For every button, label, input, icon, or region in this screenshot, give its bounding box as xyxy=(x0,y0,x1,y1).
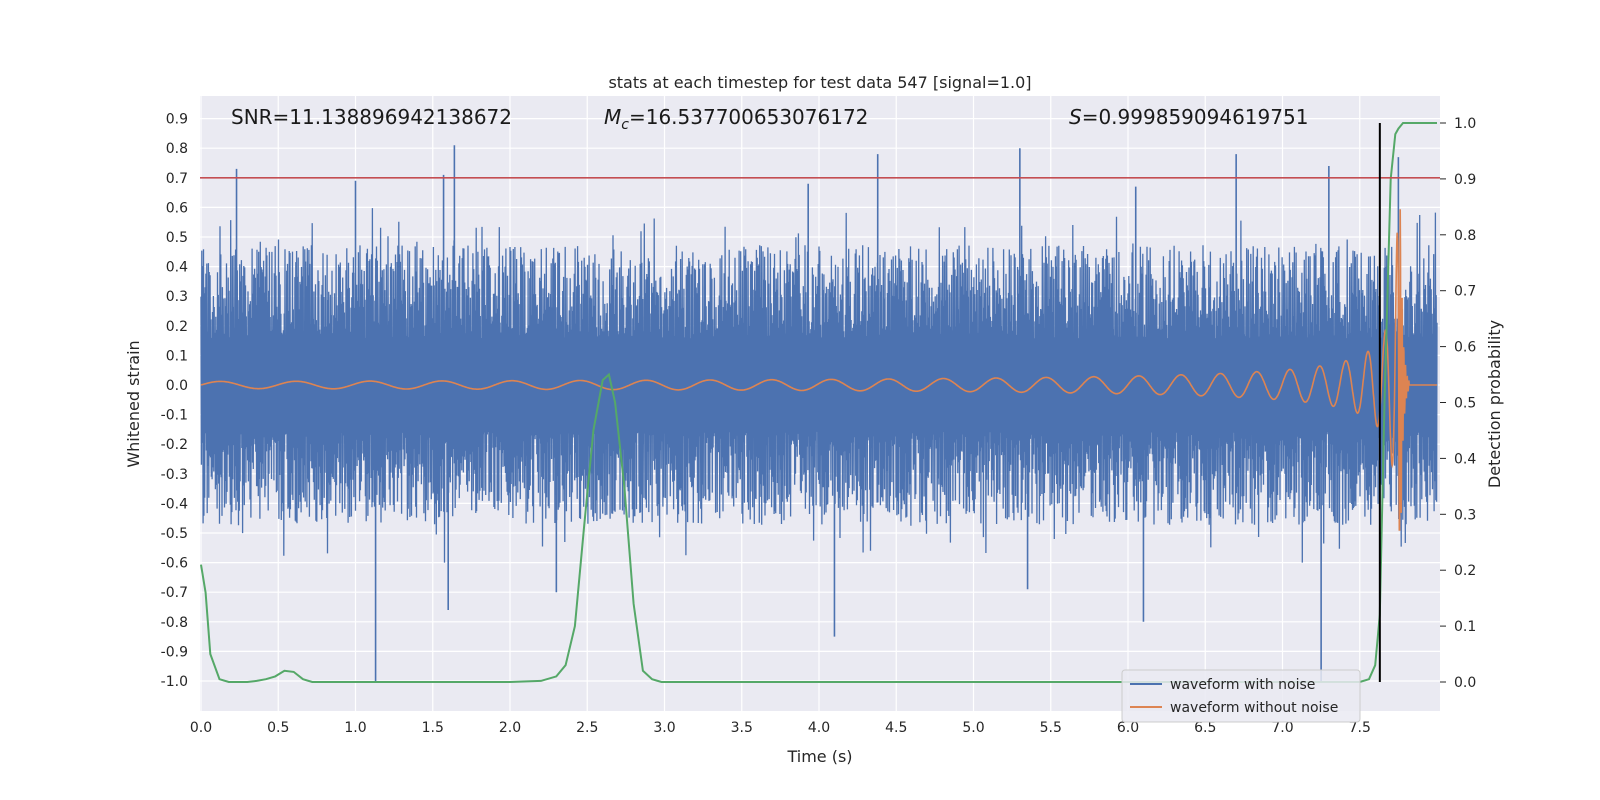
y-tick-label: -0.9 xyxy=(161,644,188,660)
y-tick-label: -0.5 xyxy=(161,526,188,542)
legend-box xyxy=(1121,669,1361,723)
x-tick-label: 1.0 xyxy=(344,720,366,736)
y-tick-label: 0.6 xyxy=(166,200,188,216)
y2-tick-label: 0.0 xyxy=(1454,675,1476,691)
y-tick-label: 0.0 xyxy=(166,378,188,394)
x-tick-label: 5.5 xyxy=(1040,720,1062,736)
y2-tick-label: 0.2 xyxy=(1454,563,1476,579)
y-tick-label: -0.8 xyxy=(161,615,188,631)
y2-tick-label: 0.6 xyxy=(1454,340,1476,356)
y-tick-label: -0.7 xyxy=(161,585,188,601)
x-tick-label: 2.5 xyxy=(576,720,598,736)
y2-tick-label: 0.5 xyxy=(1454,396,1476,412)
y-tick-label: -0.3 xyxy=(161,467,188,483)
y-tick-label: 0.9 xyxy=(166,112,188,128)
y-axis-ticks: 0.9 0.8 0.7 0.6 0.5 0.4 0.3 0.2 0.1 0.0 -0.1 -0.2 -0… xyxy=(161,112,188,690)
y-tick-label: 0.8 xyxy=(166,141,188,157)
x-tick-label: 0.0 xyxy=(190,720,212,736)
y2-axis-label: Detection probability xyxy=(1485,320,1504,488)
y-tick-label: 0.2 xyxy=(166,319,188,335)
x-tick-label: 5.0 xyxy=(962,720,984,736)
series-waveform-with-noise xyxy=(200,145,1438,681)
x-tick-label: 4.0 xyxy=(808,720,830,736)
y-tick-label: -0.2 xyxy=(161,437,188,453)
y2-tick-label: 0.3 xyxy=(1454,507,1476,523)
y-tick-label: 0.1 xyxy=(166,348,188,364)
legend: waveform with noise waveform without noi… xyxy=(1121,669,1361,723)
x-tick-label: 3.5 xyxy=(731,720,753,736)
y-tick-label: 0.4 xyxy=(166,260,188,276)
x-tick-label: 6.0 xyxy=(1117,720,1139,736)
y2-axis-ticks: 1.0 0.9 0.8 0.7 0.6 0.5 0.4 0.3 0.2 0.1 0.0 xyxy=(1440,116,1476,691)
y-tick-label: -0.4 xyxy=(161,496,188,512)
x-axis-label: Time (s) xyxy=(786,747,852,766)
chirp-mass-annotation: Mc=16.537700653076172 xyxy=(604,105,868,133)
x-tick-label: 3.0 xyxy=(653,720,675,736)
clean-trace xyxy=(200,209,1437,531)
y-axis-label: Whitened strain xyxy=(124,340,143,467)
y-tick-label: -0.1 xyxy=(161,408,188,424)
x-tick-label: 0.5 xyxy=(267,720,289,736)
legend-label-noise: waveform with noise xyxy=(1170,677,1315,693)
x-tick-label: 2.0 xyxy=(499,720,521,736)
y2-tick-label: 0.8 xyxy=(1454,228,1476,244)
x-tick-label: 4.5 xyxy=(885,720,907,736)
chart-title: stats at each timestep for test data 547… xyxy=(608,73,1031,92)
y2-tick-label: 1.0 xyxy=(1454,116,1476,132)
s-value: =0.999859094619751 xyxy=(1082,105,1309,129)
x-tick-label: 7.0 xyxy=(1271,720,1293,736)
score-annotation: S=0.999859094619751 xyxy=(1069,105,1308,129)
series-waveform-without-noise xyxy=(200,209,1437,531)
y-tick-label: -1.0 xyxy=(161,674,188,690)
y-tick-label: 0.3 xyxy=(166,289,188,305)
x-tick-label: 1.5 xyxy=(422,720,444,736)
y-tick-label: -0.6 xyxy=(161,556,188,572)
mc-subscript: c xyxy=(621,117,629,133)
x-tick-label: 6.5 xyxy=(1194,720,1216,736)
mc-symbol: M xyxy=(604,105,621,129)
y2-tick-label: 0.7 xyxy=(1454,284,1476,300)
reference-lines xyxy=(200,123,1440,682)
s-symbol: S xyxy=(1069,105,1082,129)
y2-tick-label: 0.1 xyxy=(1454,619,1476,635)
y2-tick-label: 0.9 xyxy=(1454,172,1476,188)
y-tick-label: 0.7 xyxy=(166,171,188,187)
mc-value: =16.537700653076172 xyxy=(629,105,868,129)
x-axis-ticks: 0.0 0.5 1.0 1.5 2.0 2.5 3.0 3.5 4.0 4.5 5.0 5.5 6.0 6… xyxy=(190,720,1371,736)
legend-label-clean: waveform without noise xyxy=(1170,700,1338,716)
noise-trace xyxy=(200,208,1438,563)
snr-annotation: SNR=11.138896942138672 xyxy=(231,105,512,129)
y2-tick-label: 0.4 xyxy=(1454,451,1476,467)
x-tick-label: 7.5 xyxy=(1349,720,1371,736)
y-tick-label: 0.5 xyxy=(166,230,188,246)
